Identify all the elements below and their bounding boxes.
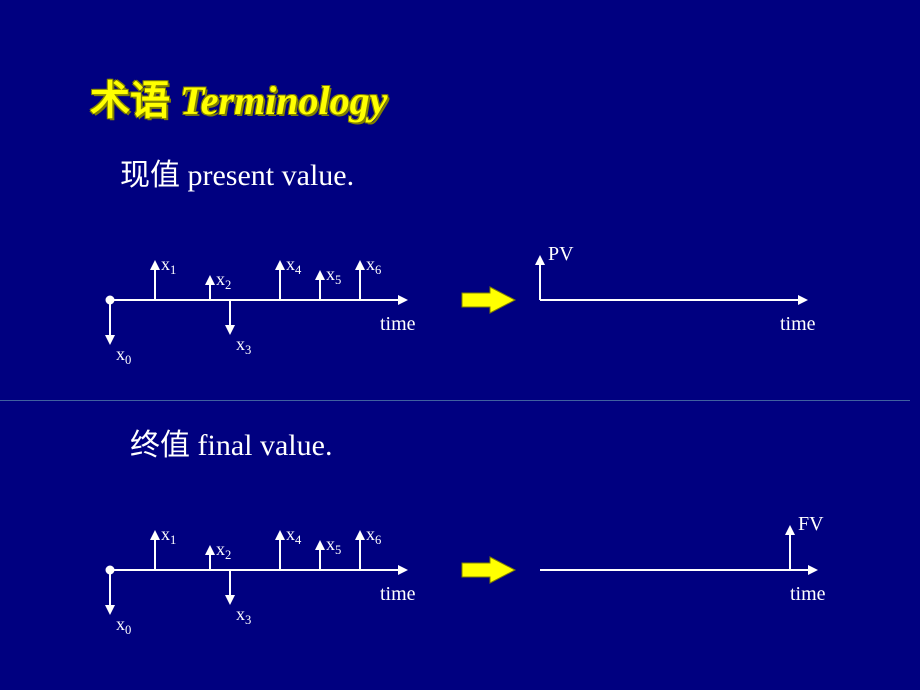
subtitle2-cn: 终值 — [130, 429, 190, 462]
transform-arrow-1 — [460, 285, 520, 315]
transform-arrow-2 — [460, 555, 520, 585]
svg-text:x5: x5 — [326, 264, 341, 287]
svg-text:x6: x6 — [366, 524, 381, 547]
cashflow-diagram-2: time x0 x1 x2 x3 x4 x5 x6 — [100, 500, 440, 660]
section-divider — [0, 400, 910, 401]
title-en: Terminology — [180, 78, 387, 123]
svg-text:x5: x5 — [326, 534, 341, 557]
svg-text:x2: x2 — [216, 539, 231, 562]
svg-text:x1: x1 — [161, 524, 176, 547]
subtitle2-en: final value. — [198, 429, 333, 462]
svg-text:time: time — [380, 313, 416, 335]
cashflow-diagram-1: time x0 x1 x2 x3 x4 x5 x6 — [100, 230, 440, 390]
svg-text:x2: x2 — [216, 269, 231, 292]
subtitle1-en: present value. — [188, 159, 355, 192]
svg-text:x3: x3 — [236, 604, 251, 627]
svg-text:x4: x4 — [286, 524, 302, 547]
svg-text:x1: x1 — [161, 254, 176, 277]
svg-text:x0: x0 — [116, 344, 131, 367]
svg-text:x4: x4 — [286, 254, 302, 277]
svg-text:time: time — [780, 313, 816, 335]
svg-text:x0: x0 — [116, 614, 131, 637]
subtitle1-cn: 现值 — [120, 159, 180, 192]
subtitle-final-value: 终值 final value. — [130, 420, 332, 464]
pv-diagram: time PV — [530, 230, 840, 350]
svg-text:time: time — [790, 583, 826, 605]
fv-diagram: time FV — [530, 500, 850, 620]
svg-text:x6: x6 — [366, 254, 381, 277]
slide-title: 术语 Terminology — [90, 68, 387, 126]
svg-text:x3: x3 — [236, 334, 251, 357]
svg-text:PV: PV — [548, 243, 574, 265]
svg-text:time: time — [380, 583, 416, 605]
subtitle-present-value: 现值 present value. — [120, 150, 354, 194]
title-cn: 术语 — [90, 78, 170, 123]
svg-text:FV: FV — [798, 513, 824, 535]
